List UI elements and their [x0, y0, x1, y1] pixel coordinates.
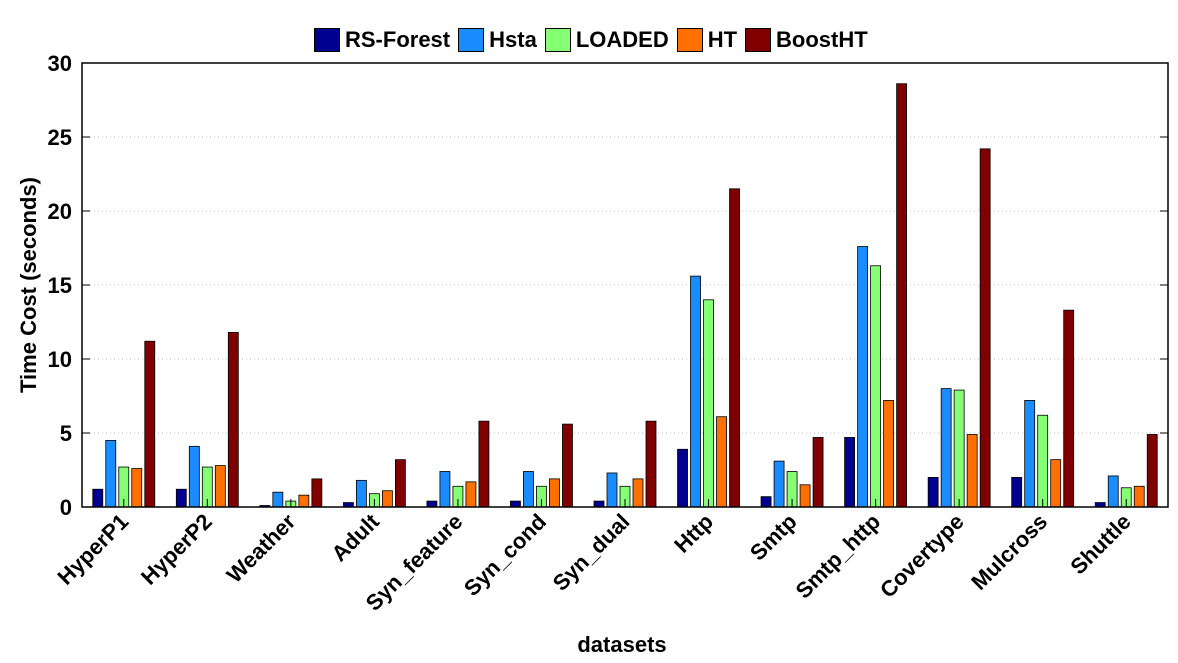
bar-loaded-mulcross	[1037, 414, 1049, 508]
bar-rs-forest-syn-feature	[426, 500, 438, 508]
bar-ht-mulcross	[1050, 459, 1062, 508]
x-tick-label: Shuttle	[1065, 509, 1135, 579]
bar-boostht-mulcross	[1063, 309, 1075, 508]
bar-ht-adult	[381, 490, 393, 508]
x-tick-label: Syn_cond	[459, 509, 551, 601]
legend-item-rs-forest: RS-Forest	[314, 27, 450, 53]
bar-hsta-hyperp1	[105, 439, 117, 508]
bar-ht-syn-dual	[632, 478, 644, 508]
legend-item-hsta: Hsta	[458, 27, 537, 53]
bar-hsta-syn-dual	[606, 472, 618, 508]
y-tick-label: 30	[48, 51, 72, 76]
bar-rs-forest-covertype	[927, 476, 939, 508]
bar-hsta-adult	[355, 479, 367, 508]
bar-boostht-adult	[394, 459, 406, 508]
bar-ht-weather	[298, 494, 310, 508]
y-tick-label: 10	[48, 347, 72, 372]
bar-hsta-mulcross	[1024, 400, 1036, 508]
bar-ht-smtp-http	[883, 400, 895, 508]
y-axis: 0 5 10 15 20 25 30	[48, 51, 1168, 520]
x-tick-label: Weather	[222, 509, 301, 588]
bar-hsta-weather	[272, 491, 284, 508]
bar-hsta-http	[690, 275, 701, 508]
bar-boostht-smtp-http	[896, 83, 908, 508]
bar-loaded-smtp-http	[870, 265, 882, 508]
bar-ht-covertype	[966, 434, 978, 508]
bar-loaded-covertype	[953, 389, 965, 508]
bar-rs-forest-syn-cond	[510, 500, 521, 508]
legend-swatch	[544, 28, 571, 52]
bar-hsta-syn-cond	[523, 471, 534, 508]
bar-boostht-syn-dual	[645, 420, 657, 508]
bar-hsta-hyperp2	[188, 445, 200, 508]
legend: RS-Forest Hsta LOADED HT BoostHT	[314, 24, 876, 56]
gridlines	[82, 136, 1168, 434]
bar-rs-forest-http	[677, 448, 688, 508]
legend-swatch	[314, 28, 340, 52]
x-tick-label: Smtp	[745, 509, 802, 566]
y-tick-label: 0	[60, 495, 72, 520]
x-tick-label: Smtp_http	[791, 509, 886, 604]
bar-ht-syn-feature	[465, 481, 477, 508]
bar-ht-smtp	[799, 484, 811, 508]
legend-label: RS-Forest	[345, 27, 451, 52]
bar-rs-forest-mulcross	[1011, 476, 1023, 508]
legend-swatch	[745, 28, 772, 52]
x-tick-label: Syn_dual	[548, 509, 635, 596]
bar-ht-syn-cond	[549, 478, 560, 508]
bar-ht-hyperp2	[214, 465, 226, 508]
y-tick-label: 15	[48, 273, 72, 298]
y-tick-label: 20	[48, 199, 72, 224]
legend-label: LOADED	[575, 27, 669, 52]
x-tick-label: HyperP2	[136, 509, 217, 590]
x-tick-label: Covertype	[875, 509, 969, 603]
bar-rs-forest-hyperp2	[175, 488, 187, 508]
legend-item-loaded: LOADED	[544, 27, 669, 53]
legend-label: Hsta	[489, 27, 537, 52]
bar-ht-shuttle	[1133, 485, 1145, 508]
bar-rs-forest-syn-dual	[593, 500, 605, 508]
y-tick-label: 25	[48, 125, 72, 150]
legend-label: HT	[707, 27, 738, 52]
legend-swatch	[676, 28, 703, 52]
x-tick-label: Http	[669, 509, 718, 558]
legend-swatch	[458, 28, 485, 52]
legend-item-boostht: BoostHT	[745, 27, 868, 53]
bar-boostht-smtp	[812, 437, 824, 508]
bar-boostht-hyperp1	[144, 340, 156, 508]
x-axis: HyperP1 HyperP2 Weather AdultSyn_featureSyn…	[52, 499, 1136, 616]
bar-hsta-covertype	[940, 388, 952, 508]
bar-boostht-http	[729, 188, 740, 508]
bar-ht-http	[716, 416, 727, 508]
bar-rs-forest-smtp-http	[844, 437, 856, 508]
y-axis-label: Time Cost (seconds)	[16, 177, 41, 393]
bar-boostht-syn-feature	[478, 420, 490, 508]
bar-boostht-covertype	[979, 148, 991, 508]
legend-item-ht: HT	[676, 27, 738, 53]
bar-rs-forest-smtp	[760, 496, 772, 508]
bar-boostht-weather	[311, 478, 323, 508]
bar-hsta-syn-feature	[439, 471, 451, 508]
x-axis-label: datasets	[577, 632, 666, 657]
bar-rs-forest-hyperp1	[92, 488, 104, 508]
bar-hsta-smtp-http	[857, 246, 869, 508]
y-tick-label: 5	[60, 421, 72, 446]
bars-group	[92, 83, 1158, 508]
plot-area-frame	[81, 62, 1169, 508]
bar-boostht-shuttle	[1146, 434, 1158, 508]
bar-boostht-syn-cond	[562, 423, 573, 508]
bar-hsta-smtp	[773, 460, 785, 508]
bar-hsta-shuttle	[1107, 475, 1119, 508]
x-tick-label: Adult	[327, 508, 385, 566]
bar-loaded-http	[703, 299, 714, 508]
x-tick-label: HyperP1	[52, 509, 133, 590]
legend-label: BoostHT	[776, 27, 868, 52]
x-tick-label: Mulcross	[966, 509, 1052, 595]
bar-ht-hyperp1	[131, 468, 143, 508]
bar-boostht-hyperp2	[227, 331, 239, 508]
